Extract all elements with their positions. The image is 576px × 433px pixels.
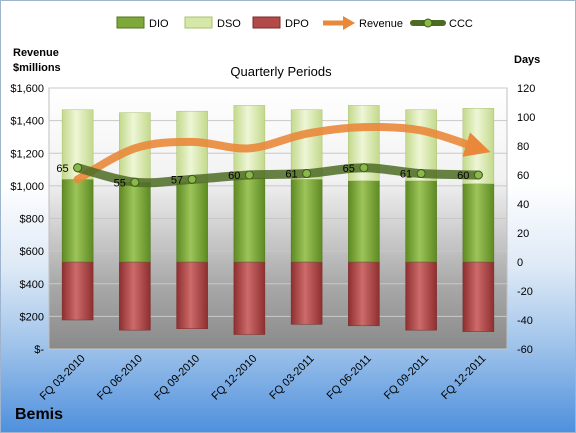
ccc-data-label: 57: [171, 174, 183, 186]
legend-label: DPO: [285, 18, 309, 30]
left-tick-label: $1,600: [10, 83, 44, 95]
ccc-point: [416, 169, 426, 179]
right-tick-label: 40: [517, 199, 529, 211]
ccc-point: [473, 170, 483, 180]
ccc-point: [302, 169, 312, 179]
ccc-point: [244, 170, 254, 180]
dio-bar: [462, 183, 495, 263]
right-tick-label: 120: [517, 83, 535, 95]
left-tick-label: $1,000: [10, 181, 44, 193]
dso-bar: [290, 109, 323, 180]
legend-label: DSO: [217, 18, 241, 30]
dio-bar: [61, 179, 94, 263]
ccc-data-label: 60: [457, 170, 469, 182]
right-tick-label: -40: [517, 315, 533, 327]
ccc-data-label: 65: [343, 163, 355, 175]
revenue-line: [73, 122, 491, 184]
bars: [61, 105, 495, 335]
revenue-series: [73, 122, 491, 184]
right-tick-label: 60: [517, 170, 529, 182]
legend: DIO DSO DPO Revenue CCC: [116, 16, 473, 30]
dio-bar: [290, 179, 323, 263]
right-tick-label: 0: [517, 257, 523, 269]
left-tick-label: $1,400: [10, 116, 44, 128]
ccc-data-label: 61: [285, 169, 297, 181]
dio-bar: [233, 177, 266, 263]
x-tick-label: FQ 06-2010: [95, 353, 145, 403]
x-tick-label: FQ 06-2011: [325, 353, 374, 402]
dpo-bar: [290, 261, 323, 325]
right-axis-title: Days: [514, 54, 540, 66]
chart-title: Quarterly Periods: [230, 64, 332, 79]
ccc-point: [73, 163, 83, 173]
left-tick-label: $800: [20, 214, 44, 226]
dio-bar: [405, 180, 437, 263]
dio-bar: [119, 182, 151, 263]
x-tick-label: FQ 09-2010: [152, 353, 202, 403]
ccc-data-label: 65: [56, 163, 68, 175]
legend-label: CCC: [449, 18, 473, 30]
left-axis-title-line1: Revenue: [13, 47, 59, 59]
ccc-point: [187, 174, 197, 184]
legend-label: DIO: [149, 18, 169, 30]
x-tick-label: FQ 03-2010: [38, 353, 88, 403]
right-tick-label: 100: [517, 112, 535, 124]
left-axis-title-line2: $millions: [13, 62, 61, 74]
dpo-legend-swatch: [252, 16, 281, 29]
ccc-data-label: 61: [400, 169, 412, 181]
x-tick-label: FQ 09-2011: [382, 353, 431, 402]
ccc-line: [73, 163, 483, 188]
right-axis-ticks: -60 -40 -20 0 20 40 60 80 100 120: [517, 83, 535, 356]
dpo-bar: [119, 261, 151, 331]
left-tick-label: $600: [20, 246, 44, 258]
right-tick-label: 20: [517, 228, 529, 240]
ccc-legend-marker: [423, 18, 433, 28]
ccc-data-label: 55: [114, 177, 126, 189]
right-tick-label: 80: [517, 141, 529, 153]
ccc-point: [130, 177, 140, 187]
revenue-legend-arrow: [343, 16, 355, 30]
x-axis-labels: FQ 03-2010 FQ 06-2010 FQ 09-2010 FQ 12-2010…: [38, 353, 489, 403]
dio-bar: [176, 182, 208, 263]
x-tick-label: FQ 03-2011: [267, 353, 316, 402]
ccc-series: 65 55 57 60 61 65 61 60: [56, 163, 483, 189]
x-tick-label: FQ 12-2011: [439, 353, 488, 402]
dpo-bar: [405, 261, 437, 331]
dpo-bar: [462, 261, 495, 332]
dso-legend-swatch: [184, 16, 213, 29]
ccc-point: [359, 163, 369, 173]
dpo-bar: [348, 261, 380, 327]
dso-bar: [176, 110, 208, 183]
ccc-data-label: 60: [228, 170, 240, 182]
left-tick-label: $400: [20, 279, 44, 291]
left-tick-label: $-: [34, 344, 44, 356]
dso-bar: [233, 105, 266, 179]
left-axis-ticks: $- $200 $400 $600 $800 $1,000 $1,200 $1,400 $1,6…: [10, 83, 44, 356]
dpo-bar: [233, 261, 266, 335]
company-name: Bemis: [15, 406, 64, 423]
dio-bar: [348, 180, 380, 263]
right-tick-label: -20: [517, 286, 533, 298]
left-tick-label: $1,200: [10, 148, 44, 160]
legend-label: Revenue: [359, 18, 403, 30]
dio-legend-swatch: [116, 16, 145, 29]
left-tick-label: $200: [20, 311, 44, 323]
dpo-bar: [176, 261, 208, 329]
right-tick-label: -60: [517, 344, 533, 356]
dpo-bar: [61, 261, 94, 321]
x-tick-label: FQ 12-2010: [210, 353, 260, 403]
